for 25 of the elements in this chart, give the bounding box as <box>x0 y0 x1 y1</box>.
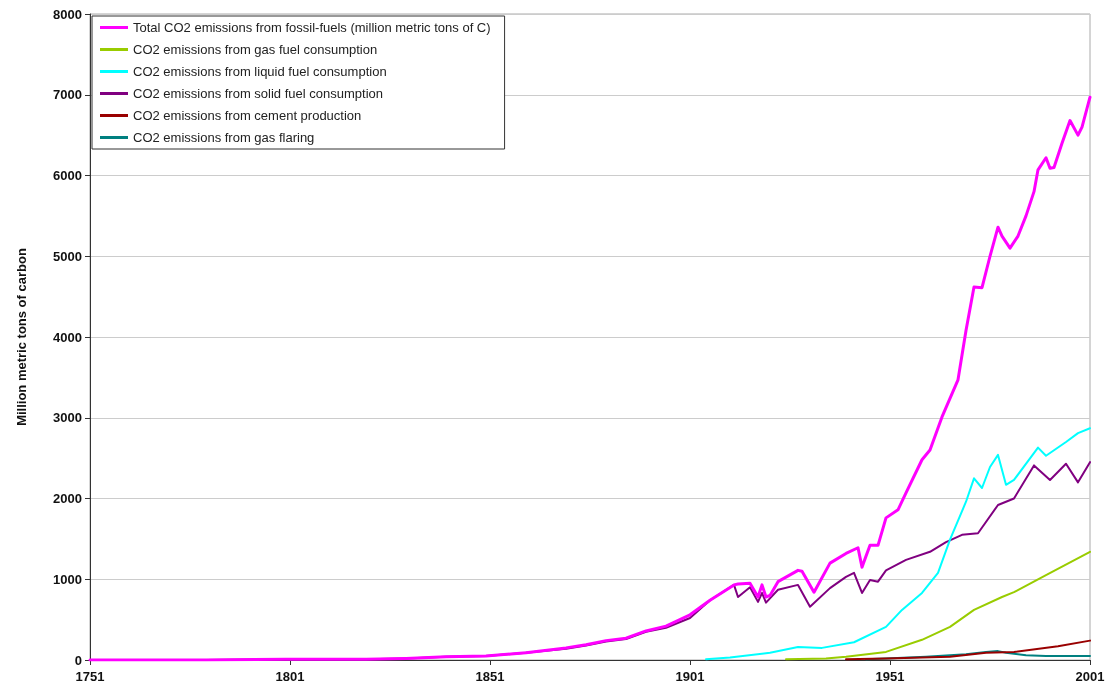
legend-label: CO2 emissions from solid fuel consumption <box>133 86 383 101</box>
legend-label: CO2 emissions from gas flaring <box>133 130 315 145</box>
x-tick-label: 1801 <box>275 669 305 684</box>
legend-label: CO2 emissions from gas fuel consumption <box>133 42 378 57</box>
y-tick-label: 5000 <box>53 248 82 264</box>
legend-label: CO2 emissions from cement production <box>133 108 362 123</box>
y-tick-label: 1000 <box>53 571 82 587</box>
line-series <box>785 550 1091 661</box>
y-tick-label: 8000 <box>53 6 82 22</box>
y-tick-label: 4000 <box>53 329 82 345</box>
line-series <box>705 427 1091 661</box>
x-tick-label: 1901 <box>675 669 705 684</box>
y-tick-label: 3000 <box>53 410 82 426</box>
legend-label: CO2 emissions from liquid fuel consumption <box>133 64 387 79</box>
y-tick-label: 2000 <box>53 491 82 506</box>
y-axis-title: Million metric tons of carbon <box>14 248 29 426</box>
y-tick-label: 7000 <box>53 87 82 103</box>
y-tick-label: 6000 <box>53 168 82 183</box>
x-tick-label: 1851 <box>475 669 505 684</box>
x-tick-label: 1951 <box>875 669 905 684</box>
x-tick-label: 1751 <box>75 669 105 684</box>
x-tick-label: 2001 <box>1075 669 1105 684</box>
legend-label: Total CO2 emissions from fossil-fuels (million metric tons of C) <box>133 20 491 35</box>
y-tick-label: 0 <box>74 652 82 668</box>
line-series <box>845 639 1091 661</box>
